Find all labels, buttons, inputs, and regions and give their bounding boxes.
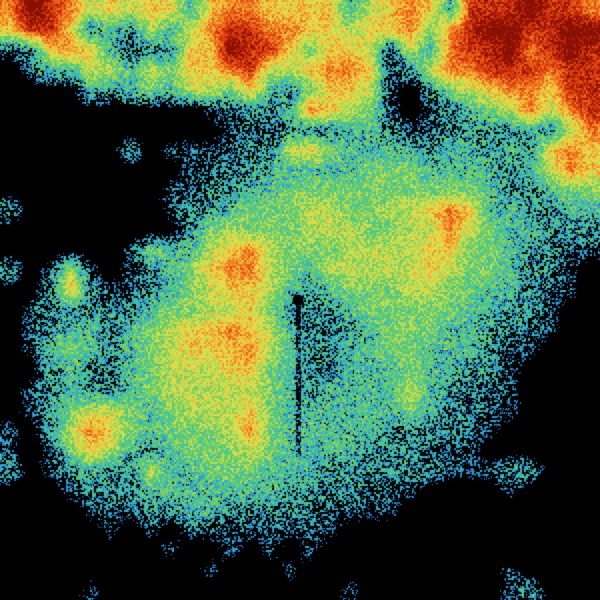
radar-reflectivity-image bbox=[0, 0, 600, 600]
radar-display bbox=[0, 0, 600, 600]
